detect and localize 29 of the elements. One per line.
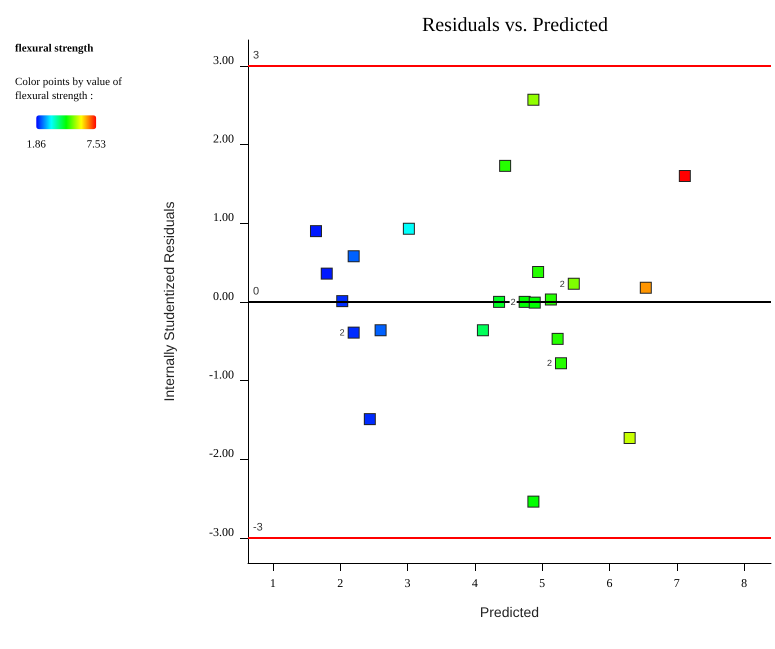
x-tick-label: 8	[741, 576, 748, 590]
color-bar-label: 7.53	[86, 138, 106, 151]
annotation: 2	[340, 328, 345, 338]
y-tick-label: 1.00	[213, 210, 234, 224]
ref-line-label: -3	[253, 521, 263, 534]
x-tick-label: 3	[404, 576, 411, 590]
y-axis-title: Internally Studentized Residuals	[161, 201, 177, 402]
x-axis-title: Predicted	[480, 604, 540, 620]
y-tick-label: 2.00	[213, 132, 234, 146]
x-tick-label: 7	[674, 576, 680, 590]
ref-line-label: 0	[253, 285, 260, 298]
annotation: 2	[510, 296, 516, 307]
y-tick-label: 0.00	[213, 288, 234, 303]
ref-line-label: 3	[253, 49, 260, 62]
y-tick-label: -1.00	[209, 368, 234, 382]
x-tick-label: 5	[539, 576, 546, 590]
color-bar-label: 1.86	[26, 138, 46, 151]
y-tick-label: 3.00	[213, 52, 234, 67]
annotation: 2	[560, 278, 565, 289]
x-tick-label: 1	[270, 576, 276, 590]
x-tick-label: 6	[606, 576, 612, 590]
chart-title: Residuals vs. Predicted	[422, 14, 608, 36]
x-tick-label: 2	[337, 576, 344, 590]
color-bar-title: Color points by value of flexural strength :	[15, 76, 125, 102]
y-tick-label: -2.00	[209, 446, 234, 460]
x-tick-label: 4	[472, 576, 478, 590]
text: flexural strength	[15, 42, 94, 54]
y-tick-label: -3.00	[209, 524, 234, 539]
annotation: 2	[546, 358, 552, 368]
